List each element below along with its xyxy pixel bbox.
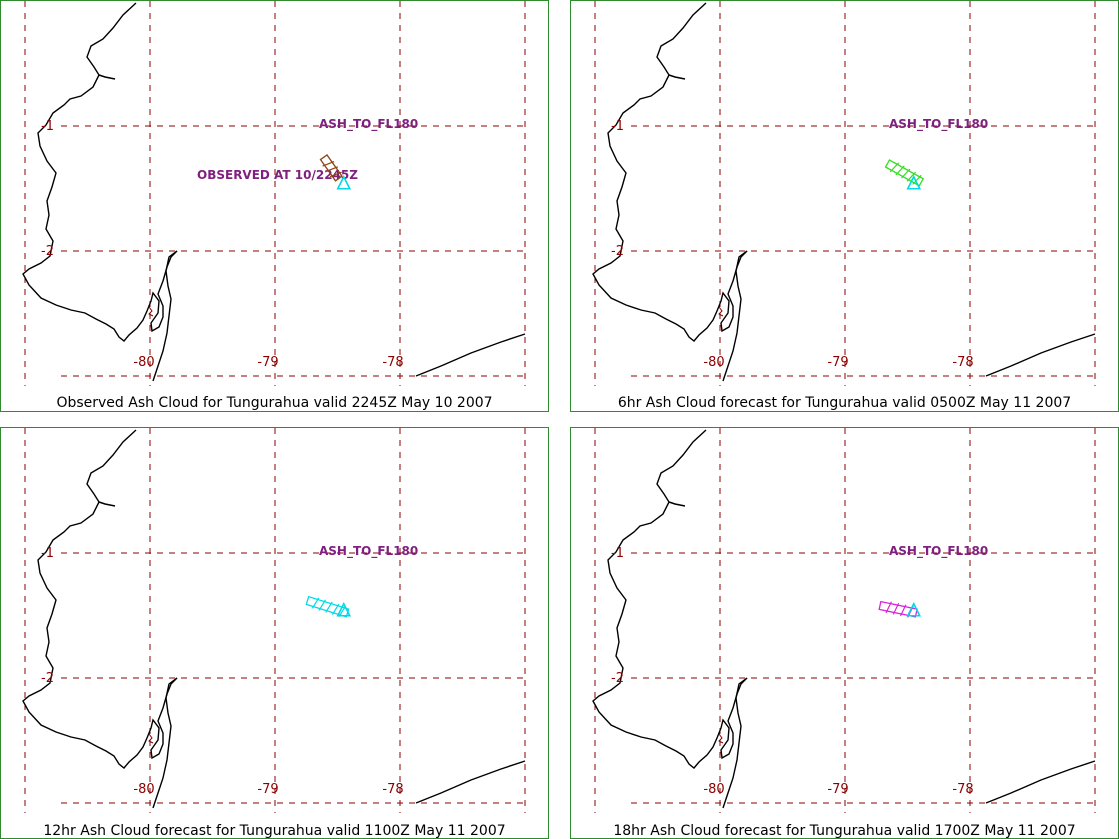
altitude-label: ASH_TO_FL180	[889, 117, 988, 132]
altitude-label: ASH_TO_FL180	[319, 544, 418, 559]
coastline-east	[985, 760, 1096, 804]
ash-cloud-hatch	[889, 162, 900, 173]
ash-cloud-hatch	[912, 174, 922, 185]
latitude-label: -2	[611, 671, 624, 686]
ash-cloud-hatch	[885, 601, 892, 614]
longitude-label: -79	[827, 782, 848, 797]
coastline-inner	[722, 677, 748, 809]
panel-caption: 12hr Ash Cloud forecast for Tungurahua v…	[43, 823, 506, 839]
city-marker	[718, 306, 724, 317]
ash-cloud-outline	[319, 154, 343, 182]
volcano-icon	[336, 601, 352, 617]
longitude-label: -80	[133, 782, 154, 797]
volcano-icon	[906, 601, 922, 617]
ash-cloud	[319, 154, 343, 182]
ash-cloud-hatch	[326, 166, 339, 172]
map-panel-12hr-forecast: -80 -79 -78 -1 -2 ASH_TO_FL180 12hr Ash Cloud…	[0, 427, 549, 839]
longitude-label: -78	[952, 782, 973, 797]
latitude-label: -1	[611, 546, 624, 561]
altitude-label: ASH_TO_FL180	[319, 117, 418, 132]
latitude-label: -1	[41, 546, 54, 561]
longitude-label: -80	[133, 355, 154, 370]
panel-caption: 6hr Ash Cloud forecast for Tungurahua va…	[617, 395, 1072, 411]
coastline	[22, 2, 178, 342]
ash-cloud-hatch	[906, 171, 916, 182]
latitude-label: -1	[41, 119, 54, 134]
city-marker	[718, 733, 724, 744]
coastline-inner	[722, 250, 748, 382]
coastline	[592, 429, 748, 769]
ash-cloud-hatch	[338, 605, 346, 617]
longitude-label: -78	[952, 355, 973, 370]
city-marker	[148, 306, 154, 317]
coastline-inlet	[668, 74, 686, 80]
city-marker	[148, 733, 154, 744]
latitude-label: -2	[611, 244, 624, 259]
ash-cloud-hatch	[318, 599, 326, 611]
coastline	[592, 2, 748, 342]
longitude-label: -78	[382, 355, 403, 370]
coastline-east	[415, 760, 526, 804]
coastline-inlet	[668, 501, 686, 507]
longitude-label: -79	[827, 355, 848, 370]
ash-cloud	[305, 595, 350, 618]
map-panel-18hr-forecast: -80 -79 -78 -1 -2 ASH_TO_FL180 18hr Ash Cloud…	[570, 427, 1119, 839]
altitude-label: ASH_TO_FL180	[889, 544, 988, 559]
coastline-east	[415, 333, 526, 377]
longitude-label: -80	[703, 355, 724, 370]
coastline-east	[985, 333, 1096, 377]
ash-cloud-hatch	[331, 603, 340, 615]
ash-cloud-hatch	[895, 165, 905, 176]
ash-cloud-hatch	[322, 160, 335, 167]
ash-cloud-hatch	[899, 604, 907, 617]
volcano-icon	[336, 174, 352, 190]
map-canvas: -80 -79 -78 -1 -2 ASH_TO_FL180	[592, 428, 1096, 813]
coastline-inlet	[98, 74, 116, 80]
longitude-label: -80	[703, 782, 724, 797]
map-canvas: -80 -79 -78 -1 -2 ASH_TO_FL180	[22, 428, 526, 813]
ash-cloud-hatch	[892, 602, 900, 615]
map-panel-6hr-forecast: -80 -79 -78 -1 -2 ASH_TO_FL180 6hr Ash Cloud …	[570, 0, 1119, 412]
coastline-inner	[152, 677, 178, 809]
coastline-inlet	[98, 501, 116, 507]
ash-cloud-hatch	[901, 168, 911, 179]
ash-cloud-hatch	[325, 601, 333, 613]
longitude-label: -79	[257, 355, 278, 370]
panel-caption: Observed Ash Cloud for Tungurahua valid …	[56, 395, 493, 411]
longitude-label: -79	[257, 782, 278, 797]
volcano-icon	[906, 174, 922, 190]
ash-cloud-hatch	[311, 597, 320, 609]
coastline-inner	[152, 250, 178, 382]
longitude-label: -78	[382, 782, 403, 797]
map-canvas: -80 -79 -78 -1 -2 ASH_TO_FL180 OBSERVED AT 10/…	[22, 1, 526, 386]
panel-caption: 18hr Ash Cloud forecast for Tungurahua v…	[613, 823, 1076, 839]
ash-cloud	[884, 159, 925, 187]
ash-cloud-hatch	[329, 171, 342, 178]
map-canvas: -80 -79 -78 -1 -2 ASH_TO_FL180	[592, 1, 1096, 386]
latitude-label: -2	[41, 244, 54, 259]
coastline	[22, 429, 178, 769]
latitude-label: -2	[41, 671, 54, 686]
latitude-label: -1	[611, 119, 624, 134]
map-panel-observed: -80 -79 -78 -1 -2 ASH_TO_FL180 OBSERVED AT 10/…	[0, 0, 549, 412]
observed-time-label: OBSERVED AT 10/2245Z	[197, 168, 358, 182]
ash-cloud-outline	[884, 159, 925, 187]
